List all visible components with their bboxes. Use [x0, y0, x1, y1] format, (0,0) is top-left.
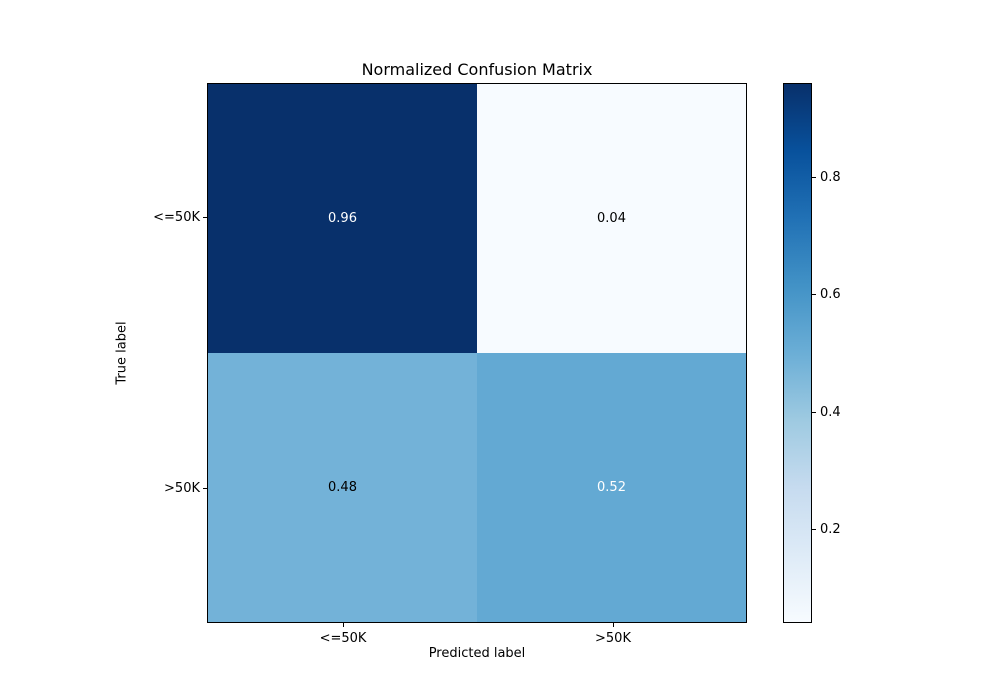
colorbar-tick-label-4: 0.2 [820, 522, 841, 537]
y-tick-mark-2 [203, 488, 207, 489]
colorbar-tick-label-3: 0.4 [820, 405, 841, 420]
y-tick-label-1: <=50K [153, 210, 200, 225]
chart-title: Normalized Confusion Matrix [361, 60, 593, 79]
heatmap-plot-area: 0.96 0.04 0.48 0.52 [207, 83, 747, 623]
x-axis-label: Predicted label [428, 646, 526, 661]
colorbar-tick-mark-2 [812, 294, 816, 295]
colorbar-tick-mark-3 [812, 412, 816, 413]
heatmap-cell-r0c1: 0.04 [477, 84, 746, 353]
heatmap-cell-r0c0: 0.96 [208, 84, 477, 353]
x-tick-mark-2 [613, 623, 614, 627]
colorbar-track [783, 83, 812, 623]
y-tick-mark-1 [203, 217, 207, 218]
y-tick-label-2: >50K [164, 481, 200, 496]
colorbar-tick-mark-4 [812, 529, 816, 530]
x-tick-mark-1 [343, 623, 344, 627]
x-tick-label-2: >50K [595, 631, 631, 646]
colorbar-tick-label-1: 0.8 [820, 170, 841, 185]
colorbar-tick-label-2: 0.6 [820, 287, 841, 302]
colorbar-tick-mark-1 [812, 177, 816, 178]
y-axis-label-text: True label [114, 321, 130, 385]
heatmap-cell-r1c1: 0.52 [477, 353, 746, 622]
heatmap-cell-r1c0: 0.48 [208, 353, 477, 622]
x-tick-label-1: <=50K [319, 631, 367, 646]
